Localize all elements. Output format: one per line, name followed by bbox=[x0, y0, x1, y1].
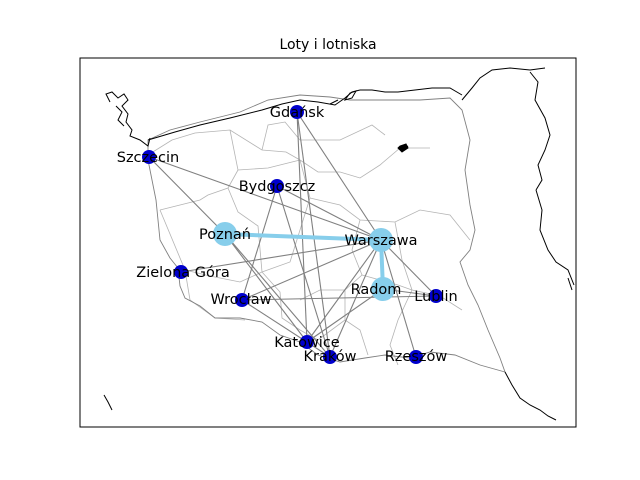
route-poznan-warszawa bbox=[224, 232, 382, 242]
airport-marker-gdansk[interactable] bbox=[290, 105, 304, 119]
route-warszawa-lublin bbox=[380, 239, 437, 297]
airport-marker-zielona[interactable] bbox=[174, 265, 188, 279]
route-poznan-katowice bbox=[224, 233, 308, 343]
airport-marker-lublin[interactable] bbox=[429, 289, 443, 303]
route-szczecin-warszawa bbox=[148, 156, 382, 241]
airport-label-katowice: Katowice bbox=[274, 335, 340, 351]
route-szczecin-poznan bbox=[148, 156, 226, 235]
airport-label-rzeszow: Rzeszów bbox=[385, 349, 448, 365]
airport-label-wroclaw: Wrocław bbox=[210, 292, 271, 308]
airport-marker-bydgoszcz[interactable] bbox=[270, 179, 284, 193]
route-radom-katowice bbox=[306, 288, 384, 343]
route-wroclaw-lublin bbox=[241, 295, 437, 301]
routes-layer bbox=[148, 111, 437, 358]
coastline bbox=[103, 67, 575, 421]
route-warszawa-rzeszow bbox=[380, 239, 417, 358]
airport-label-radom: Radom bbox=[351, 282, 402, 298]
map-frame bbox=[79, 57, 577, 428]
route-poznan-krakow bbox=[224, 233, 331, 358]
airport-marker-krakow[interactable] bbox=[323, 350, 337, 364]
labels-layer: Gdańsk Szczecin Bydgoszcz Poznań Warszawa Rad… bbox=[117, 105, 458, 365]
airport-label-szczecin: Szczecin bbox=[117, 150, 180, 166]
airport-marker-warszawa[interactable] bbox=[369, 228, 393, 252]
route-bydgoszcz-wroclaw bbox=[241, 185, 278, 301]
route-wroclaw-krakow bbox=[241, 299, 331, 358]
country-border bbox=[147, 94, 506, 373]
airport-marker-rzeszow[interactable] bbox=[409, 350, 423, 364]
airport-label-warszawa: Warszawa bbox=[344, 233, 417, 249]
route-bydgoszcz-warszawa bbox=[276, 185, 382, 241]
airport-label-gdansk: Gdańsk bbox=[270, 105, 325, 121]
airport-label-poznan: Poznań bbox=[199, 227, 251, 243]
airport-marker-radom[interactable] bbox=[371, 277, 395, 301]
voivodeship-borders bbox=[147, 121, 471, 366]
route-bydgoszcz-krakow bbox=[276, 185, 331, 358]
route-warszawa-katowice bbox=[306, 239, 382, 343]
airport-marker-szczecin[interactable] bbox=[142, 150, 156, 164]
route-warszawa-krakow bbox=[329, 239, 382, 358]
airport-marker-wroclaw[interactable] bbox=[235, 293, 249, 307]
route-gdansk-warszawa bbox=[296, 111, 382, 241]
map-title: Loty i lotniska bbox=[279, 37, 376, 53]
airport-label-krakow: Kraków bbox=[304, 349, 357, 365]
route-gdansk-krakow bbox=[296, 111, 331, 358]
airport-label-bydgoszcz: Bydgoszcz bbox=[239, 179, 316, 195]
airport-label-lublin: Lublin bbox=[414, 289, 457, 305]
airport-marker-katowice[interactable] bbox=[300, 335, 314, 349]
route-warszawa-wroclaw bbox=[241, 239, 382, 301]
route-gdansk-katowice bbox=[296, 111, 308, 343]
airport-label-zielona: Zielona Góra bbox=[136, 265, 229, 281]
airports-layer bbox=[142, 105, 443, 364]
airport-marker-poznan[interactable] bbox=[213, 222, 237, 246]
route-warszawa-zielona bbox=[180, 239, 382, 273]
